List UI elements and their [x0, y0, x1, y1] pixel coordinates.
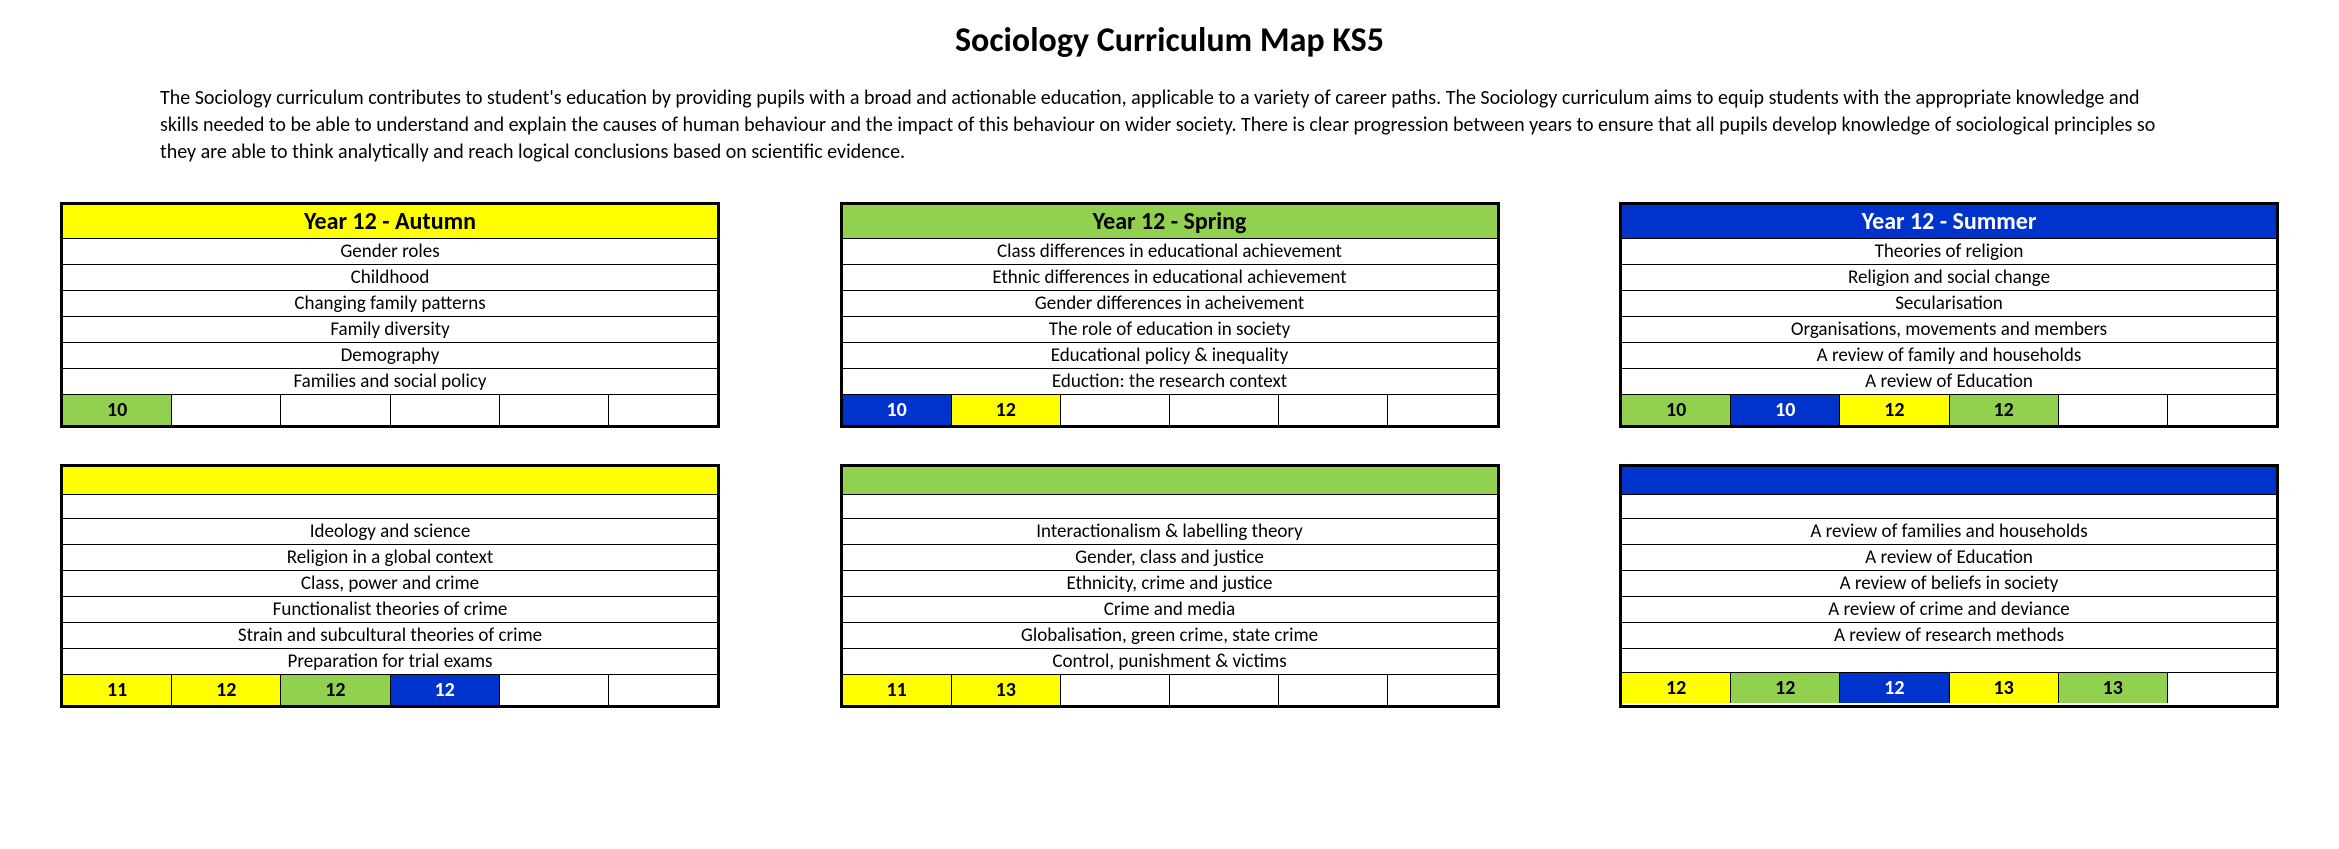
- curriculum-card: A review of families and householdsA rev…: [1619, 464, 2279, 708]
- topic-row: Family diversity: [63, 317, 717, 343]
- footer-cell: 12: [952, 395, 1061, 425]
- topic-row: Globalisation, green crime, state crime: [843, 623, 1497, 649]
- curriculum-grid: Year 12 - AutumnGender rolesChildhoodCha…: [60, 202, 2279, 708]
- footer-cell: 12: [1840, 395, 1949, 425]
- curriculum-card: Interactionalism & labelling theoryGende…: [840, 464, 1500, 708]
- topic-row: A review of beliefs in society: [1622, 571, 2276, 597]
- topic-row: Organisations, movements and members: [1622, 317, 2276, 343]
- curriculum-card: Ideology and scienceReligion in a global…: [60, 464, 720, 708]
- topic-row: Class, power and crime: [63, 571, 717, 597]
- intro-paragraph: The Sociology curriculum contributes to …: [160, 85, 2179, 166]
- topic-row: Theories of religion: [1622, 239, 2276, 265]
- footer-cell: 10: [63, 395, 172, 425]
- topic-row: Childhood: [63, 265, 717, 291]
- footer-cell: 10: [843, 395, 952, 425]
- footer-cell: [391, 395, 500, 425]
- footer-cell: [609, 675, 717, 705]
- topic-row: Preparation for trial exams: [63, 649, 717, 675]
- footer-cell: [1279, 675, 1388, 705]
- topic-row: A review of families and households: [1622, 519, 2276, 545]
- topic-row: Strain and subcultural theories of crime: [63, 623, 717, 649]
- topic-row: A review of Education: [1622, 545, 2276, 571]
- footer-cell: 12: [391, 675, 500, 705]
- card-header: [1622, 467, 2276, 495]
- topic-row: Control, punishment & victims: [843, 649, 1497, 675]
- topic-row: Eduction: the research context: [843, 369, 1497, 395]
- page-title: Sociology Curriculum Map KS5: [60, 20, 2279, 61]
- footer-cell: [609, 395, 717, 425]
- card-footer: 1113: [843, 675, 1497, 705]
- footer-cell: 12: [1622, 673, 1731, 703]
- card-footer: 1212121313: [1622, 673, 2276, 703]
- footer-cell: 12: [172, 675, 281, 705]
- footer-cell: 10: [1622, 395, 1731, 425]
- footer-cell: [2168, 673, 2276, 703]
- card-header: [63, 467, 717, 495]
- card-header: Year 12 - Autumn: [63, 205, 717, 239]
- card-footer: 11121212: [63, 675, 717, 705]
- footer-cell: [500, 395, 609, 425]
- footer-cell: [172, 395, 281, 425]
- footer-cell: 13: [952, 675, 1061, 705]
- curriculum-card: Year 12 - AutumnGender rolesChildhoodCha…: [60, 202, 720, 428]
- footer-cell: [2059, 395, 2168, 425]
- blank-row: [1622, 649, 2276, 673]
- topic-row: Crime and media: [843, 597, 1497, 623]
- topic-row: Gender, class and justice: [843, 545, 1497, 571]
- topic-row: Religion and social change: [1622, 265, 2276, 291]
- footer-cell: [1061, 675, 1170, 705]
- card-header: [843, 467, 1497, 495]
- card-footer: 10101212: [1622, 395, 2276, 425]
- topic-row: Functionalist theories of crime: [63, 597, 717, 623]
- grid-row-1: Year 12 - AutumnGender rolesChildhoodCha…: [60, 202, 2279, 428]
- topic-row: Ideology and science: [63, 519, 717, 545]
- footer-cell: 12: [1950, 395, 2059, 425]
- topic-row: A review of family and households: [1622, 343, 2276, 369]
- topic-row: A review of research methods: [1622, 623, 2276, 649]
- footer-cell: [1170, 675, 1279, 705]
- topic-row: A review of Education: [1622, 369, 2276, 395]
- topic-row: Families and social policy: [63, 369, 717, 395]
- footer-cell: [2168, 395, 2276, 425]
- card-footer: 1012: [843, 395, 1497, 425]
- topic-row: Educational policy & inequality: [843, 343, 1497, 369]
- card-footer: 10: [63, 395, 717, 425]
- card-header: Year 12 - Spring: [843, 205, 1497, 239]
- footer-cell: [1388, 675, 1496, 705]
- footer-cell: 11: [63, 675, 172, 705]
- topic-row: Demography: [63, 343, 717, 369]
- topic-row: A review of crime and deviance: [1622, 597, 2276, 623]
- blank-row: [1622, 495, 2276, 519]
- footer-cell: 10: [1731, 395, 1840, 425]
- topic-row: The role of education in society: [843, 317, 1497, 343]
- footer-cell: 13: [2059, 673, 2168, 703]
- footer-cell: [1388, 395, 1496, 425]
- topic-row: Gender roles: [63, 239, 717, 265]
- topic-row: Ethnicity, crime and justice: [843, 571, 1497, 597]
- curriculum-card: Year 12 - SpringClass differences in edu…: [840, 202, 1500, 428]
- blank-row: [843, 495, 1497, 519]
- footer-cell: 12: [1840, 673, 1949, 703]
- footer-cell: 13: [1950, 673, 2059, 703]
- footer-cell: [1279, 395, 1388, 425]
- topic-row: Ethnic differences in educational achiev…: [843, 265, 1497, 291]
- topic-row: Class differences in educational achieve…: [843, 239, 1497, 265]
- curriculum-card: Year 12 - SummerTheories of religionReli…: [1619, 202, 2279, 428]
- footer-cell: 12: [1731, 673, 1840, 703]
- footer-cell: [281, 395, 390, 425]
- grid-row-2: Ideology and scienceReligion in a global…: [60, 464, 2279, 708]
- footer-cell: 12: [281, 675, 390, 705]
- topic-row: Religion in a global context: [63, 545, 717, 571]
- footer-cell: [500, 675, 609, 705]
- footer-cell: 11: [843, 675, 952, 705]
- topic-row: Interactionalism & labelling theory: [843, 519, 1497, 545]
- blank-row: [63, 495, 717, 519]
- topic-row: Secularisation: [1622, 291, 2276, 317]
- card-header: Year 12 - Summer: [1622, 205, 2276, 239]
- footer-cell: [1061, 395, 1170, 425]
- footer-cell: [1170, 395, 1279, 425]
- topic-row: Changing family patterns: [63, 291, 717, 317]
- topic-row: Gender differences in acheivement: [843, 291, 1497, 317]
